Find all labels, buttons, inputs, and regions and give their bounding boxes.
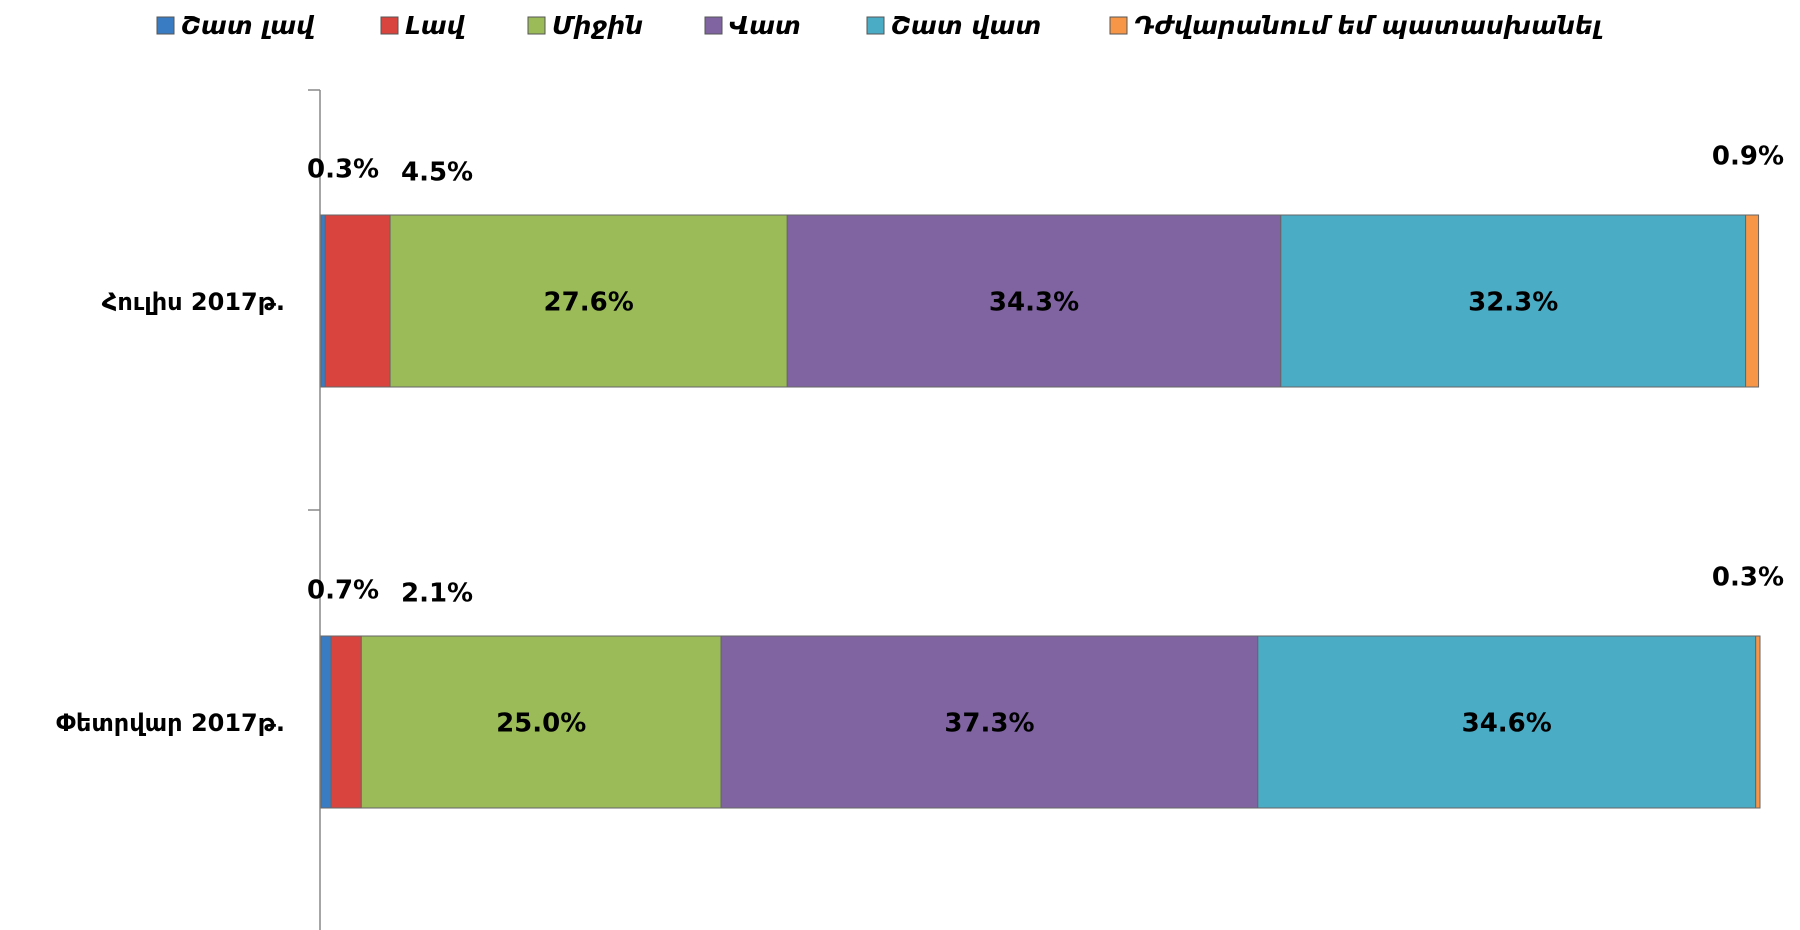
bar-segment xyxy=(330,635,362,809)
bar-segment xyxy=(360,635,722,809)
data-label: 0.9% xyxy=(1712,142,1784,172)
bar-segment xyxy=(786,214,1282,388)
legend-label: Շատ վատ xyxy=(891,11,1041,40)
category-label: Փետրվար 2017թ. xyxy=(56,709,285,737)
bar-segment xyxy=(320,214,326,388)
legend-swatch xyxy=(1109,16,1128,35)
bar-segment xyxy=(1257,635,1757,809)
data-label: 34.6% xyxy=(1462,709,1552,739)
bar-segment xyxy=(1745,214,1760,388)
legend-label: Շատ լավ xyxy=(181,11,315,40)
bar-segment xyxy=(1755,635,1761,809)
legend-swatch xyxy=(866,16,885,35)
bar-segment xyxy=(1280,214,1747,388)
legend-label: Լավ xyxy=(405,11,466,40)
legend-swatch xyxy=(704,16,723,35)
data-label: 0.3% xyxy=(1712,563,1784,593)
bar-segment xyxy=(320,635,332,809)
category-label: Հուլիս 2017թ. xyxy=(102,288,285,316)
data-label: 0.3% xyxy=(307,155,379,185)
legend-label: Միջին xyxy=(552,11,643,40)
data-label: 2.1% xyxy=(401,579,473,609)
data-label: 25.0% xyxy=(496,709,586,739)
data-label: 27.6% xyxy=(544,288,634,318)
bar-segment xyxy=(324,214,391,388)
legend-label: Վատ xyxy=(729,11,801,40)
legend-swatch xyxy=(527,16,546,35)
bar-segment xyxy=(389,214,788,388)
bar-segment xyxy=(720,635,1259,809)
data-label: 34.3% xyxy=(989,288,1079,318)
legend-label: Դժվարանում եմ պատասխանել xyxy=(1134,11,1603,40)
legend-swatch xyxy=(156,16,175,35)
data-label: 4.5% xyxy=(401,158,473,188)
legend-swatch xyxy=(380,16,399,35)
data-label: 0.7% xyxy=(307,576,379,606)
data-label: 32.3% xyxy=(1468,288,1558,318)
data-label: 37.3% xyxy=(944,709,1034,739)
